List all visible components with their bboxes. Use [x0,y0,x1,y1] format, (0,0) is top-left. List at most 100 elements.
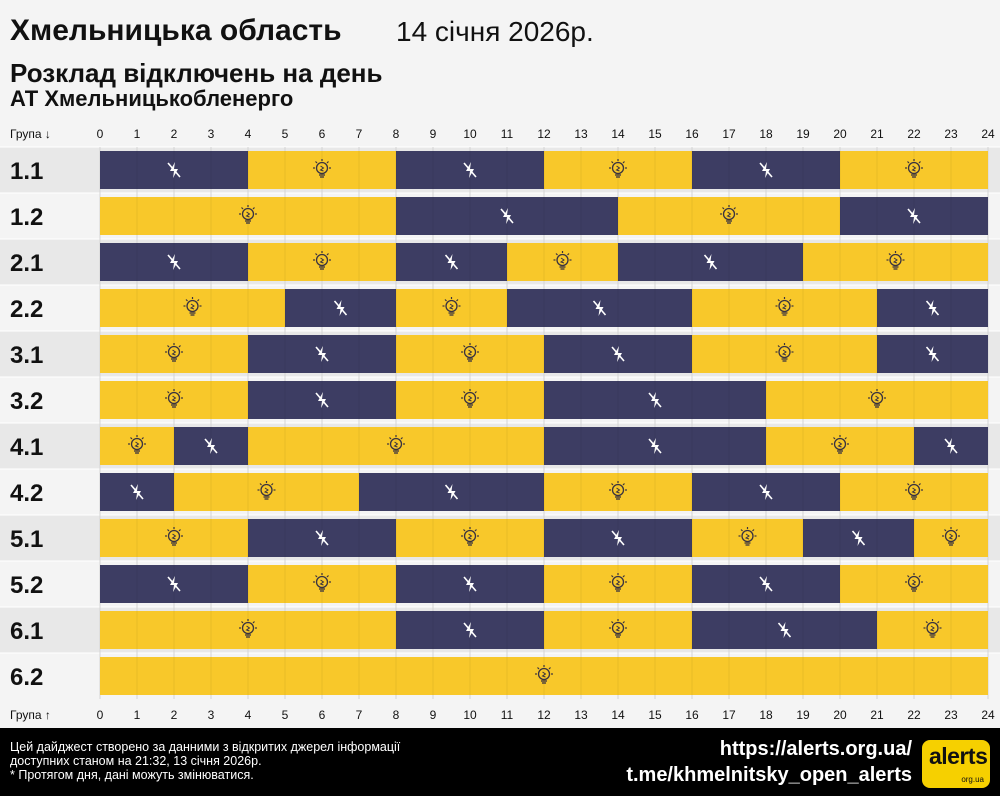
power-off-strike [315,530,329,546]
logo-subtext: org.ua [961,775,984,784]
light-bulb-icon [611,621,625,635]
light-bulb-filament [171,533,177,540]
x-tick-label-bottom: 5 [282,708,289,722]
light-bulb-ray [955,529,958,532]
light-bulb-ray [537,667,540,670]
light-bulb-filament [448,303,454,310]
light-bulb-ray [178,529,181,532]
light-bulb-ray [167,529,170,532]
power-off-strike [759,576,773,592]
light-bulb-ray [740,529,743,532]
x-tick-label-top: 15 [648,127,662,141]
light-bulb-icon [260,483,273,497]
light-bulb-icon [537,667,551,681]
light-bulb-ray [326,161,329,164]
light-bulb-ray [752,529,755,532]
x-tick-label-top: 4 [245,127,252,141]
x-tick-label-top: 8 [393,127,400,141]
light-bulb-ray [130,437,133,440]
light-bulb-icon [556,253,569,267]
light-bulb-ray [789,299,792,302]
light-bulb-filament [892,257,898,264]
light-bulb-icon [722,207,736,221]
light-bulb-icon [186,299,199,313]
light-bulb-filament [541,671,547,678]
light-bulb-ray [937,621,940,624]
power-off-strike [759,162,773,178]
x-tick-label-bottom: 19 [796,708,810,722]
x-tick-label-top: 17 [722,127,736,141]
light-bulb-icon [907,161,921,175]
light-bulb-ray [907,575,910,578]
x-tick-label-top: 11 [501,127,514,141]
group-label: 2.2 [10,296,43,323]
light-bulb-ray [777,345,780,348]
light-bulb-ray [463,529,466,532]
x-tick-label-top: 7 [356,127,363,141]
power-off-strike [611,530,625,546]
light-bulb-icon [778,299,791,313]
x-tick-label-top: 3 [208,127,215,141]
group-label: 5.2 [10,572,43,599]
light-bulb-icon [889,253,902,267]
x-tick-label-bottom: 9 [430,708,437,722]
light-bulb-ray [548,667,551,670]
power-off-strike [500,208,514,224]
x-tick-label-bottom: 4 [245,708,252,722]
group-label: 6.2 [10,664,43,691]
light-bulb-ray [918,483,921,486]
x-tick-label-bottom: 24 [981,708,995,722]
x-tick-label-top: 13 [574,127,588,141]
footer: Цей дайджест створено за данними з відкр… [0,728,1000,796]
schedule-subtitle: Розклад відключень на день [10,58,383,88]
power-off-strike [463,622,477,638]
x-tick-label-top: 14 [611,127,625,141]
group-label: 4.2 [10,480,43,507]
power-off-strike [204,438,218,454]
x-tick-label-top: 1 [134,127,141,141]
telegram-link[interactable]: t.me/khmelnitsky_open_alerts [626,764,912,786]
light-bulb-icon [907,483,921,497]
power-off-strike [130,484,144,500]
light-bulb-ray [474,391,477,394]
power-off-strike [167,254,181,270]
power-off-strike [611,346,625,362]
light-bulb-filament [615,579,621,586]
light-bulb-ray [918,161,921,164]
light-bulb-filament [467,395,473,402]
light-bulb-icon [241,621,255,635]
power-off-strike [925,300,940,316]
x-tick-label-bottom: 22 [907,708,921,722]
light-bulb-ray [271,483,274,486]
site-link[interactable]: https://alerts.org.ua/ [719,738,912,760]
light-bulb-filament [245,211,251,218]
power-off-strike [944,438,958,454]
company-name: АТ Хмельницькобленерго [10,86,294,111]
x-tick-label-bottom: 14 [611,708,625,722]
x-tick-label-bottom: 21 [870,708,884,722]
light-bulb-filament [263,487,269,494]
x-tick-label-bottom: 20 [833,708,847,722]
power-off-strike [315,346,329,362]
light-bulb-filament [874,395,880,402]
x-tick-label-top: 23 [944,127,958,141]
group-label: 3.2 [10,388,43,415]
light-bulb-filament [171,349,177,356]
light-bulb-filament [615,487,621,494]
light-bulb-filament [744,533,750,540]
light-bulb-ray [474,345,477,348]
x-tick-label-top: 0 [97,127,104,141]
light-bulb-icon [611,161,625,175]
light-bulb-ray [185,299,188,302]
power-off-strike [333,300,348,316]
x-tick-label-bottom: 7 [356,708,363,722]
light-bulb-ray [252,621,255,624]
group-label: 1.1 [10,158,43,185]
x-tick-label-top: 10 [463,127,477,141]
light-bulb-icon [167,529,181,543]
x-tick-label-top: 9 [430,127,437,141]
power-off-strike [463,576,477,592]
x-tick-label-top: 19 [796,127,810,141]
light-bulb-ray [178,345,181,348]
x-tick-label-top: 24 [981,127,995,141]
